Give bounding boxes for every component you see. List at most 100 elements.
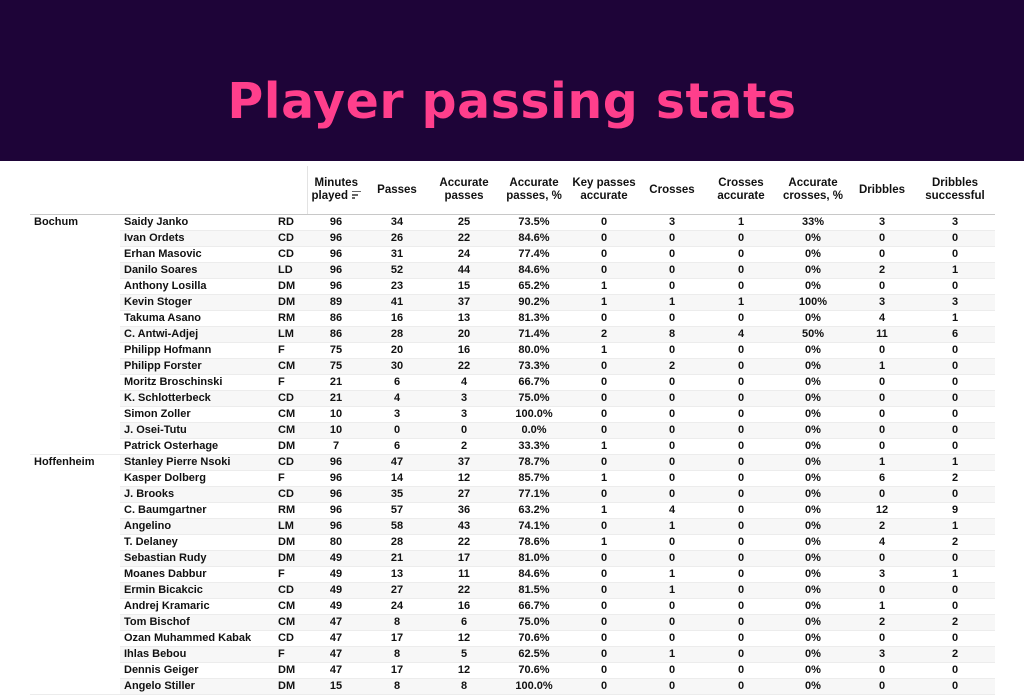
- stat-cell: 43: [429, 518, 499, 535]
- team-cell: [30, 550, 120, 567]
- stat-cell: 80: [307, 534, 365, 551]
- stat-cell: 0: [705, 342, 777, 359]
- column-header[interactable]: Accurate passes: [429, 166, 499, 215]
- stat-cell: 85.7%: [499, 470, 569, 487]
- position-cell: CM: [270, 406, 307, 423]
- stat-cell: 58: [365, 518, 429, 535]
- team-cell: [30, 502, 120, 519]
- stat-cell: 12: [429, 470, 499, 487]
- stat-cell: 10: [307, 422, 365, 439]
- stat-cell: 4: [705, 326, 777, 343]
- player-name-cell: Takuma Asano: [120, 310, 270, 327]
- stat-cell: 78.7%: [499, 454, 569, 471]
- stat-cell: 81.5%: [499, 582, 569, 599]
- stat-cell: 0: [569, 678, 639, 695]
- team-cell: [30, 486, 120, 503]
- stat-cell: 23: [365, 278, 429, 295]
- player-col-header: [120, 166, 270, 215]
- column-header[interactable]: Accurate crosses, %: [777, 166, 849, 215]
- player-name-cell: Patrick Osterhage: [120, 438, 270, 455]
- position-cell: F: [270, 566, 307, 583]
- stat-cell: 0: [569, 246, 639, 263]
- column-header[interactable]: Passes: [365, 166, 429, 215]
- stat-cell: 0: [705, 598, 777, 615]
- stat-cell: 0: [639, 470, 705, 487]
- stat-cell: 8: [429, 678, 499, 695]
- table-row: Bochum Saidy Janko RD 96 34 25 73.5% 0 3 1 33% 3 3: [30, 214, 995, 231]
- stat-cell: 0: [705, 630, 777, 647]
- stat-cell: 12: [849, 502, 915, 519]
- position-cell: CD: [270, 390, 307, 407]
- column-header[interactable]: Dribbles: [849, 166, 915, 215]
- table-row: Erhan Masovic CD 96 31 24 77.4% 0 0 0 0% 0 0: [30, 246, 995, 263]
- stat-cell: 16: [365, 310, 429, 327]
- stat-cell: 3: [429, 390, 499, 407]
- stat-cell: 0: [915, 230, 995, 247]
- position-cell: CM: [270, 614, 307, 631]
- sort-descending-icon[interactable]: [351, 190, 361, 199]
- stat-cell: 15: [429, 278, 499, 295]
- column-header[interactable]: Accurate passes, %: [499, 166, 569, 215]
- stat-cell: 3: [849, 294, 915, 311]
- position-cell: DM: [270, 278, 307, 295]
- stat-cell: 0: [639, 454, 705, 471]
- stat-cell: 0: [569, 454, 639, 471]
- stat-cell: 41: [365, 294, 429, 311]
- stat-cell: 96: [307, 246, 365, 263]
- column-header[interactable]: Dribbles successful: [915, 166, 995, 215]
- position-cell: CD: [270, 230, 307, 247]
- stat-cell: 0%: [777, 310, 849, 327]
- stat-cell: 3: [365, 406, 429, 423]
- stat-cell: 1: [639, 294, 705, 311]
- stat-cell: 22: [429, 534, 499, 551]
- stat-cell: 0%: [777, 390, 849, 407]
- stat-cell: 49: [307, 566, 365, 583]
- stat-cell: 0: [639, 310, 705, 327]
- stat-cell: 0: [849, 406, 915, 423]
- column-header[interactable]: Minutes played: [306, 166, 365, 215]
- stat-cell: 25: [429, 214, 499, 231]
- column-header[interactable]: Key passes accurate: [569, 166, 639, 215]
- table-row: Hoffenheim Stanley Pierre Nsoki CD 96 47 37 78…: [30, 454, 995, 471]
- stat-cell: 1: [849, 598, 915, 615]
- column-header[interactable]: Crosses accurate: [705, 166, 777, 215]
- stat-cell: 3: [849, 214, 915, 231]
- position-cell: DM: [270, 294, 307, 311]
- stat-cell: 0: [915, 406, 995, 423]
- table-row: T. Delaney DM 80 28 22 78.6% 1 0 0 0% 4 2: [30, 534, 995, 551]
- stat-cell: 5: [429, 646, 499, 663]
- stat-cell: 0: [849, 342, 915, 359]
- stat-cell: 0: [569, 310, 639, 327]
- stat-cell: 0%: [777, 438, 849, 455]
- stat-cell: 0: [915, 582, 995, 599]
- stat-cell: 0%: [777, 374, 849, 391]
- stat-cell: 1: [915, 454, 995, 471]
- stat-cell: 21: [307, 374, 365, 391]
- stat-cell: 36: [429, 502, 499, 519]
- stat-cell: 0: [569, 230, 639, 247]
- stat-cell: 0: [705, 438, 777, 455]
- stat-cell: 0: [569, 614, 639, 631]
- stat-cell: 1: [569, 534, 639, 551]
- stat-cell: 0: [639, 550, 705, 567]
- team-cell: [30, 278, 120, 295]
- team-cell: [30, 326, 120, 343]
- stat-cell: 71.4%: [499, 326, 569, 343]
- stat-cell: 0: [569, 630, 639, 647]
- stat-cell: 6: [365, 438, 429, 455]
- stat-cell: 0: [849, 438, 915, 455]
- column-header-label: Dribbles: [858, 183, 905, 196]
- stat-cell: 15: [307, 678, 365, 695]
- player-name-cell: Angelino: [120, 518, 270, 535]
- table-row: Ermin Bicakcic CD 49 27 22 81.5% 0 1 0 0% 0 0: [30, 582, 995, 599]
- team-cell: [30, 518, 120, 535]
- team-cell: [30, 310, 120, 327]
- header-banner: Player passing stats: [0, 0, 1024, 161]
- column-header[interactable]: Crosses: [639, 166, 705, 215]
- table-row: Sebastian Rudy DM 49 21 17 81.0% 0 0 0 0% 0 0: [30, 550, 995, 567]
- stat-cell: 0%: [777, 630, 849, 647]
- stat-cell: 22: [429, 230, 499, 247]
- position-cell: RD: [270, 214, 307, 231]
- stat-cell: 0: [569, 582, 639, 599]
- stat-cell: 0: [705, 614, 777, 631]
